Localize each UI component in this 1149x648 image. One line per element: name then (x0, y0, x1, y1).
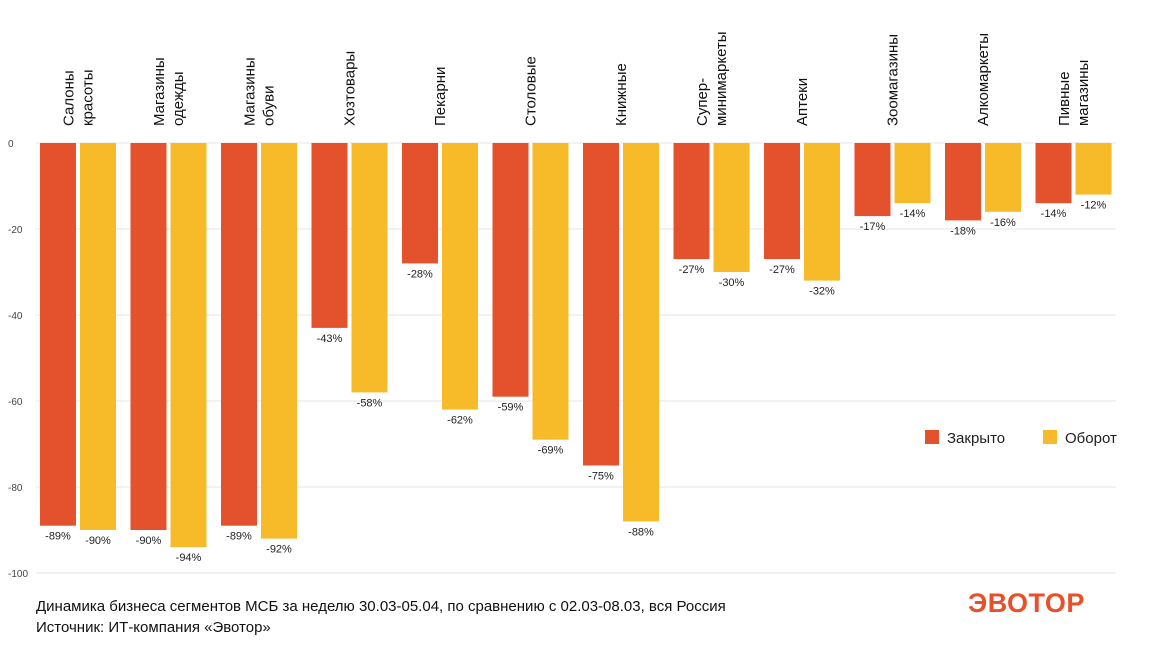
bar-turnover (894, 143, 931, 204)
data-label: -27% (679, 264, 705, 276)
category-label: магазины (1075, 60, 1092, 126)
category-label: Хозтовары (342, 51, 359, 126)
y-tick-label: 0 (8, 139, 14, 150)
evotor-logo: ЭВОТОР (968, 588, 1085, 618)
category-label: минимаркеты (713, 31, 730, 126)
bar-closed (40, 143, 76, 526)
data-label: -14% (900, 208, 926, 220)
bar-chart: 0 -20 -40 -60 -80 -100 Салоны красоты -89% -90% Ма… (8, 31, 1117, 580)
category-label: Столовые (523, 56, 540, 126)
bar-turnover (442, 143, 478, 410)
y-tick-label: -80 (8, 483, 23, 494)
bar-closed (854, 143, 891, 217)
bar-turnover (985, 143, 1021, 212)
bar-closed (1035, 143, 1072, 204)
category-label: Супер- (694, 78, 711, 126)
category-label: одежды (170, 71, 187, 126)
data-label: -90% (136, 535, 162, 547)
bar-closed (221, 143, 257, 526)
data-label: -92% (266, 544, 292, 556)
bar-closed (311, 143, 348, 328)
bar-closed (764, 143, 800, 260)
y-tick-label: -20 (8, 225, 23, 236)
data-label: -16% (990, 217, 1016, 229)
data-label: -43% (317, 333, 343, 345)
legend-swatch (1043, 430, 1057, 444)
bar-closed (402, 143, 438, 264)
data-label: -30% (719, 277, 745, 289)
category-label: Пивные (1056, 71, 1073, 126)
caption-line-2: Источник: ИТ-компания «Эвотор» (36, 619, 271, 636)
legend-label: Закрыто (947, 430, 1005, 447)
data-label: -18% (950, 225, 976, 237)
y-tick-label: -60 (8, 397, 23, 408)
bar-closed (583, 143, 619, 466)
data-label: -94% (176, 552, 202, 564)
legend-swatch (925, 430, 939, 444)
category-label: Аптеки (794, 78, 811, 126)
category-label: обуви (261, 86, 278, 126)
category-label: Магазины (151, 57, 168, 126)
data-label: -28% (407, 268, 433, 280)
data-label: -32% (809, 286, 835, 298)
data-label: -12% (1081, 200, 1107, 212)
data-label: -14% (1041, 208, 1067, 220)
data-label: -75% (588, 471, 614, 483)
data-label: -90% (85, 535, 111, 547)
data-label: -89% (226, 531, 252, 543)
bar-turnover (804, 143, 840, 281)
data-label: -59% (498, 402, 524, 414)
category-label: Алкомаркеты (975, 33, 992, 126)
data-label: -27% (769, 264, 795, 276)
bar-turnover (1075, 143, 1112, 195)
category-label: Магазины (242, 57, 259, 126)
data-label: -17% (860, 221, 886, 233)
chart-caption: Динамика бизнеса сегментов МСБ за неделю… (36, 596, 726, 638)
category-label: Салоны (61, 70, 78, 126)
bar-turnover (532, 143, 569, 440)
bar-turnover (80, 143, 116, 530)
data-label: -69% (538, 445, 564, 457)
data-label: -62% (447, 415, 473, 427)
y-tick-label: -100 (8, 569, 28, 580)
category-label: красоты (80, 69, 97, 126)
bar-closed (492, 143, 529, 397)
bar-closed (945, 143, 981, 221)
data-label: -89% (45, 531, 71, 543)
bar-closed (130, 143, 167, 530)
data-label: -58% (357, 397, 383, 409)
category-label: Зоомагазины (885, 34, 902, 126)
data-label: -88% (628, 526, 654, 538)
caption-line-1: Динамика бизнеса сегментов МСБ за неделю… (36, 598, 726, 615)
bar-turnover (170, 143, 207, 548)
y-tick-label: -40 (8, 311, 23, 322)
bar-turnover (713, 143, 750, 272)
category-label: Пекарни (432, 67, 449, 126)
bar-closed (673, 143, 710, 260)
bar-turnover (261, 143, 297, 539)
bar-turnover (623, 143, 659, 522)
category-label: Книжные (613, 63, 630, 126)
bar-turnover (351, 143, 388, 393)
legend-label: Оборот (1065, 430, 1117, 447)
